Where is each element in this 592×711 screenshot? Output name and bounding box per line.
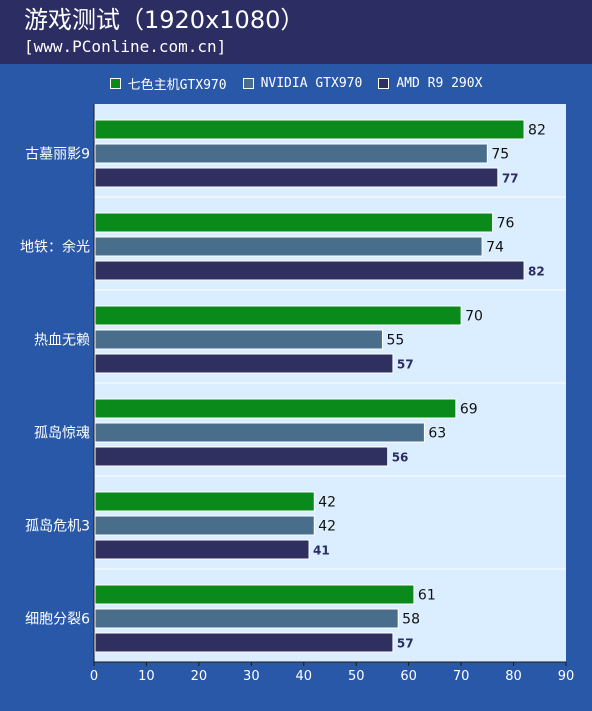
bar (94, 329, 383, 350)
data-label: 57 (397, 358, 414, 372)
bar (94, 119, 525, 140)
category-label: 细胞分裂6 (25, 612, 90, 628)
data-label: 70 (465, 309, 483, 325)
chart-header: 游戏测试（1920x1080） [www.PConline.com.cn] (0, 0, 592, 64)
data-label: 57 (397, 637, 414, 651)
bar (94, 632, 394, 653)
x-tick-label: 20 (191, 669, 208, 684)
data-label: 76 (497, 216, 515, 232)
legend-item-amd: AMD R9 290X (378, 76, 482, 91)
data-label: 56 (392, 451, 409, 465)
x-tick-label: 0 (90, 669, 98, 684)
legend-label-amd: AMD R9 290X (396, 75, 483, 91)
data-label: 69 (460, 402, 478, 418)
category-label: 孤岛惊魂 (34, 426, 90, 442)
data-label: 75 (491, 147, 509, 163)
bar (94, 446, 389, 467)
x-tick-label: 90 (558, 669, 575, 684)
x-tick-label: 80 (505, 669, 522, 684)
legend: 七色主机GTX970 NVIDIA GTX970 AMD R9 290X (0, 72, 592, 94)
bar (94, 236, 483, 257)
data-label: 42 (318, 495, 336, 511)
bar (94, 260, 525, 281)
data-label: 58 (402, 612, 420, 628)
x-tick-label: 60 (400, 669, 417, 684)
chart-title: 游戏测试（1920x1080） (24, 6, 305, 34)
data-label: 77 (502, 172, 519, 186)
legend-swatch-qise (109, 77, 121, 89)
legend-label-nvidia: NVIDIA GTX970 (260, 75, 363, 91)
legend-item-qise: 七色主机GTX970 (109, 74, 227, 93)
data-label: 42 (318, 519, 336, 535)
x-tick-label: 30 (243, 669, 260, 684)
bar (94, 143, 488, 164)
data-label: 41 (313, 544, 330, 558)
source-url: [www.PConline.com.cn] (24, 37, 227, 56)
x-tick-label: 40 (296, 669, 313, 684)
data-label: 63 (428, 426, 446, 442)
data-label: 74 (486, 240, 504, 256)
bar (94, 491, 315, 512)
category-label: 热血无赖 (34, 333, 90, 349)
legend-swatch-amd (378, 77, 390, 89)
bar (94, 212, 494, 233)
bar (94, 398, 457, 419)
bar (94, 539, 310, 560)
bar (94, 584, 415, 605)
category-label: 地铁：余光 (20, 239, 90, 256)
legend-label-qise: 七色主机GTX970 (127, 77, 227, 93)
category-label: 孤岛危机3 (25, 519, 90, 535)
bar (94, 167, 499, 188)
bar (94, 422, 425, 443)
bar (94, 353, 394, 374)
data-label: 61 (418, 588, 436, 604)
data-label: 82 (528, 265, 545, 279)
data-label: 55 (386, 333, 404, 349)
bar (94, 515, 315, 536)
x-tick-label: 70 (453, 669, 470, 684)
x-tick-label: 10 (138, 669, 155, 684)
data-label: 82 (528, 123, 546, 139)
bar (94, 305, 462, 326)
x-tick-label: 50 (348, 669, 365, 684)
bar (94, 608, 399, 629)
category-label: 古墓丽影9 (25, 147, 90, 163)
legend-item-nvidia: NVIDIA GTX970 (242, 75, 363, 91)
legend-swatch-nvidia (242, 77, 254, 89)
